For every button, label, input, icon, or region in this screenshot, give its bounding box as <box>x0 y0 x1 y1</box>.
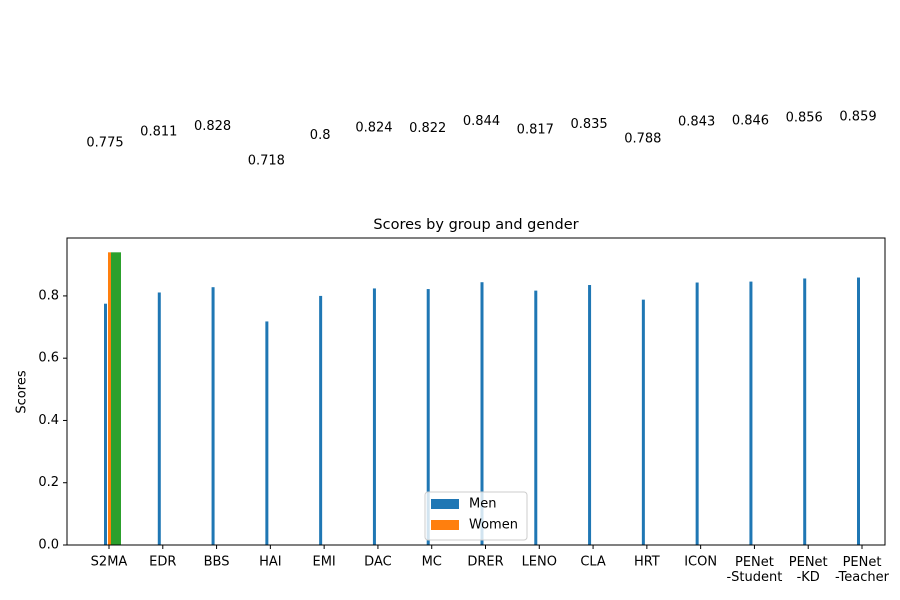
x-tick-label: PENet -KD <box>789 555 828 585</box>
bar <box>749 281 753 545</box>
y-axis-label: Scores <box>15 370 30 413</box>
bar <box>111 252 121 545</box>
bar <box>695 282 699 545</box>
bar <box>211 287 215 545</box>
x-tick-label: EDR <box>149 555 176 570</box>
x-tick-label: CLA <box>580 555 606 570</box>
bar <box>157 292 161 545</box>
data-label: 0.846 <box>732 114 769 129</box>
chart-title: Scores by group and gender <box>373 217 578 233</box>
plot-frame <box>66 237 886 546</box>
bar <box>857 277 860 545</box>
data-label: 0.828 <box>194 119 231 134</box>
y-tick-label: 0.0 <box>38 538 59 553</box>
data-label: 0.788 <box>624 132 661 147</box>
bar <box>534 290 538 545</box>
y-tick-label: 0.4 <box>38 413 59 428</box>
legend-swatch <box>431 499 459 509</box>
data-label: 0.856 <box>786 110 823 125</box>
x-tick-label: PENet -Student <box>726 555 782 585</box>
x-tick-label: LENO <box>522 555 557 570</box>
x-tick-label: PENet -Teacher <box>835 555 890 585</box>
data-label: 0.822 <box>409 121 446 136</box>
x-tick-label: DRER <box>467 555 503 570</box>
bar <box>803 278 807 545</box>
bar <box>480 282 484 545</box>
bar <box>319 295 323 545</box>
x-tick-label: HRT <box>634 555 660 570</box>
legend-swatch <box>431 520 459 530</box>
data-label: 0.824 <box>355 120 392 135</box>
legend-label: Women <box>469 518 518 533</box>
data-label: 0.817 <box>517 123 554 138</box>
data-label: 0.811 <box>140 124 177 139</box>
y-tick-label: 0.6 <box>38 351 59 366</box>
x-tick-label: BBS <box>204 555 230 570</box>
x-tick-label: DAC <box>364 555 392 570</box>
data-label: 0.8 <box>310 128 331 143</box>
data-label: 0.844 <box>463 114 500 129</box>
x-tick-label: ICON <box>684 555 717 570</box>
data-label: 0.843 <box>678 114 715 129</box>
bar <box>104 303 107 545</box>
data-label: 0.775 <box>86 136 123 151</box>
bar <box>426 289 430 545</box>
y-tick-label: 0.8 <box>38 288 59 303</box>
bar <box>372 288 376 545</box>
data-label: 0.718 <box>248 153 285 168</box>
legend-label: Men <box>469 497 496 512</box>
x-tick-label: MC <box>422 555 442 570</box>
y-tick-label: 0.2 <box>38 475 59 490</box>
x-tick-label: EMI <box>313 555 336 570</box>
bar <box>108 252 111 545</box>
data-label: 0.835 <box>570 117 607 132</box>
bar <box>588 285 592 545</box>
data-label: 0.859 <box>839 110 876 125</box>
x-tick-label: S2MA <box>91 555 128 570</box>
x-tick-label: HAI <box>259 555 282 570</box>
bar <box>641 299 645 545</box>
bar <box>265 321 269 545</box>
